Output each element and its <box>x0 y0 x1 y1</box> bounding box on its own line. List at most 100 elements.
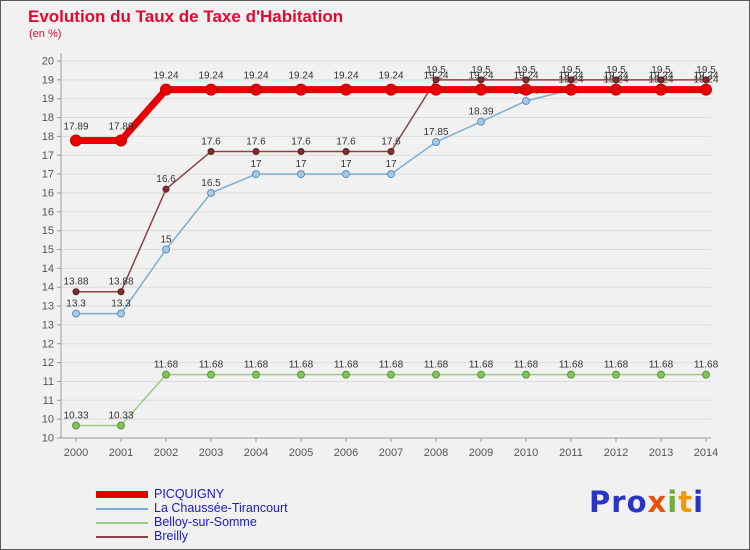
value-label: 19.24 <box>693 71 718 82</box>
y-tick-label: 17 <box>42 169 54 181</box>
y-tick-label: 15 <box>42 244 54 256</box>
chart-subtitle: (en %) <box>29 28 62 40</box>
data-point <box>342 370 350 379</box>
y-tick-label: 20 <box>42 56 54 68</box>
x-tick-label: 2007 <box>379 447 403 459</box>
value-label: 17.89 <box>63 122 88 133</box>
data-point <box>297 170 305 179</box>
brand-letter: P <box>589 485 612 519</box>
value-label: 19.24 <box>333 71 358 82</box>
value-label: 13.3 <box>111 299 131 310</box>
legend-item-breilly: Breilly <box>96 530 288 543</box>
value-label: 11.68 <box>559 360 584 371</box>
data-point <box>72 421 80 430</box>
legend-swatch-la-chaussee-tirancourt <box>96 507 148 510</box>
data-point <box>340 83 352 96</box>
x-tick-label: 2005 <box>289 447 313 459</box>
value-label: 19.5 <box>471 65 491 76</box>
value-label: 19.5 <box>516 65 536 76</box>
data-point <box>70 134 82 147</box>
data-point <box>657 370 665 379</box>
data-point <box>207 147 215 155</box>
data-point <box>477 370 485 379</box>
value-label: 11.68 <box>649 360 674 371</box>
x-tick-label: 2010 <box>514 447 538 459</box>
data-point <box>162 185 170 193</box>
y-tick-label: 18 <box>42 112 54 124</box>
data-point <box>387 147 395 155</box>
value-label: 19.24 <box>423 71 448 82</box>
brand-letter: r <box>611 485 627 519</box>
value-label: 19.5 <box>426 65 446 76</box>
data-point <box>117 421 125 430</box>
x-tick-label: 2009 <box>469 447 493 459</box>
data-point <box>385 83 397 96</box>
legend-label-belloy-sur-somme: Belloy-sur-Somme <box>154 515 257 529</box>
value-label: 11.68 <box>379 360 404 371</box>
data-point <box>207 370 215 379</box>
y-tick-label: 19 <box>42 93 54 105</box>
data-point <box>477 76 485 84</box>
data-point <box>567 370 575 379</box>
value-label: 19.5 <box>651 65 671 76</box>
data-point <box>250 83 262 96</box>
data-point <box>477 117 485 126</box>
legend-swatch-breilly <box>96 535 148 538</box>
data-point <box>387 170 395 179</box>
x-tick-label: 2003 <box>199 447 223 459</box>
value-label: 17.85 <box>423 127 448 138</box>
data-point <box>117 309 125 318</box>
data-point <box>610 83 622 96</box>
series-line-1 <box>75 88 707 315</box>
series-line-0 <box>72 86 710 145</box>
data-point <box>657 76 665 84</box>
data-point <box>700 83 712 96</box>
legend-swatch-belloy-sur-somme <box>96 521 148 524</box>
data-point <box>565 83 577 96</box>
value-label: 19.24 <box>513 71 538 82</box>
y-tick-label: 16 <box>42 206 54 218</box>
y-tick-label: 14 <box>42 282 54 294</box>
value-label: 19.24 <box>153 71 178 82</box>
y-tick-label: 12 <box>42 357 54 369</box>
value-label: 10.33 <box>63 411 88 422</box>
data-point <box>430 83 442 96</box>
legend-label-picquigny: PICQUIGNY <box>154 487 225 501</box>
value-label: 17 <box>295 159 307 170</box>
value-label: 11.68 <box>289 360 314 371</box>
value-label: 19.24 <box>648 71 673 82</box>
legend-item-belloy-sur-somme: Belloy-sur-Somme <box>96 516 288 529</box>
data-point <box>342 170 350 179</box>
brand-letter: x <box>647 485 668 519</box>
data-point <box>252 170 260 179</box>
data-point <box>252 147 260 155</box>
y-tick-label: 15 <box>42 225 54 237</box>
value-label: 17 <box>250 159 262 170</box>
data-point <box>702 76 710 84</box>
data-point <box>387 370 395 379</box>
y-tick-label: 14 <box>42 263 54 275</box>
value-label: 11.68 <box>514 360 539 371</box>
data-point <box>432 138 440 147</box>
value-label: 11.68 <box>154 360 179 371</box>
y-tick-label: 17 <box>42 150 54 162</box>
brand-letter: i <box>693 485 705 519</box>
data-point <box>432 76 440 84</box>
y-tick-label: 16 <box>42 187 54 199</box>
data-point <box>295 83 307 96</box>
data-point <box>297 147 305 155</box>
brand-letter: i <box>667 485 679 519</box>
data-point <box>655 83 667 96</box>
data-point <box>342 147 350 155</box>
data-point <box>522 370 530 379</box>
legend-item-picquigny: PICQUIGNY <box>96 488 288 501</box>
data-point <box>117 288 125 296</box>
x-tick-label: 2001 <box>109 447 133 459</box>
chart-title: Evolution du Taux de Taxe d'Habitation <box>28 7 344 26</box>
value-label: 17.6 <box>336 136 356 147</box>
x-tick-label: 2008 <box>424 447 448 459</box>
brand-logo: Proxiti <box>589 485 704 519</box>
legend-item-la-chaussee-tirancourt: La Chaussée-Tirancourt <box>96 502 288 515</box>
